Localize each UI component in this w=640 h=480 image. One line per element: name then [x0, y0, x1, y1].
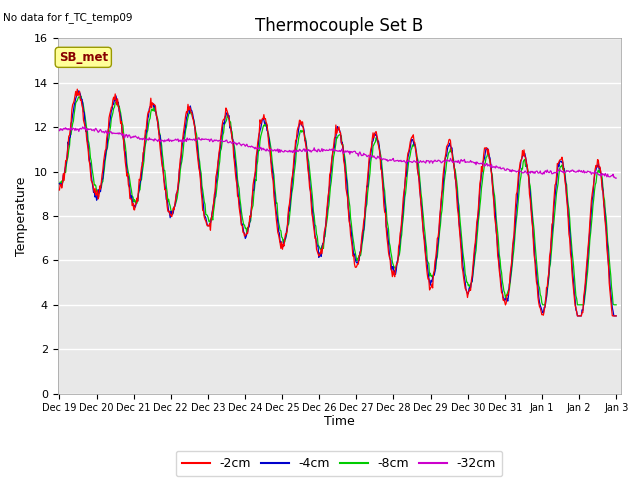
- Text: No data for f_TC_temp09: No data for f_TC_temp09: [3, 12, 132, 23]
- X-axis label: Time: Time: [324, 415, 355, 428]
- Text: SB_met: SB_met: [59, 51, 108, 64]
- Title: Thermocouple Set B: Thermocouple Set B: [255, 17, 423, 36]
- Legend: -2cm, -4cm, -8cm, -32cm: -2cm, -4cm, -8cm, -32cm: [176, 451, 502, 476]
- Y-axis label: Temperature: Temperature: [15, 176, 28, 256]
